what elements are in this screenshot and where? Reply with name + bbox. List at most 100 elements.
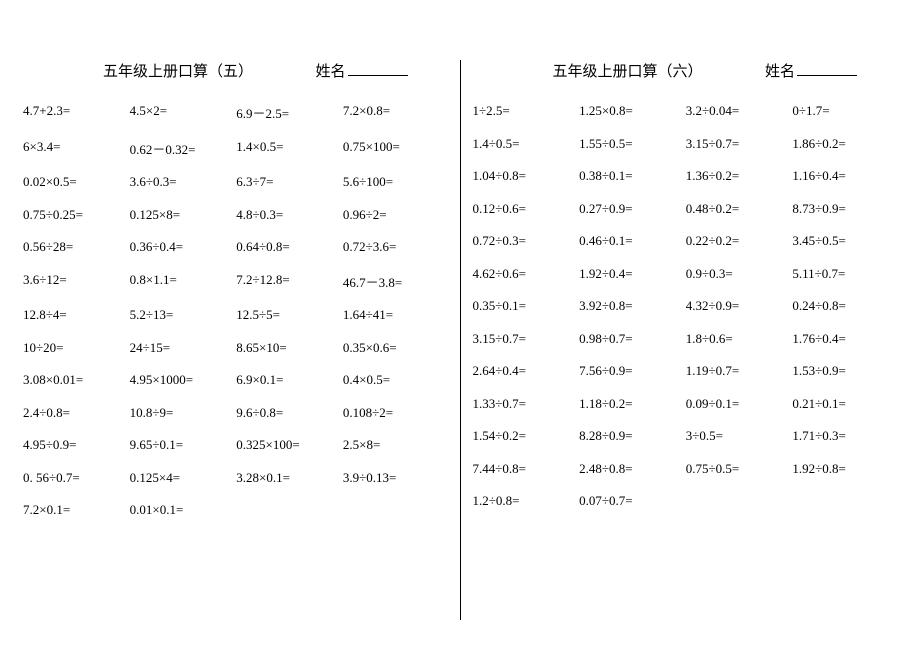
- problem-cell: 8.28÷0.9=: [579, 428, 684, 444]
- problem-cell: 6.9－2.5=: [236, 103, 341, 122]
- problem-cell: 1.64÷41=: [343, 307, 448, 323]
- problem-cell: 7.56÷0.9=: [579, 363, 684, 379]
- problem-cell: 0.62－0.32=: [130, 139, 235, 158]
- problem-cell: 0.72÷3.6=: [343, 239, 448, 255]
- problem-cell: 3÷0.5=: [686, 428, 791, 444]
- problem-cell: 5.6÷100=: [343, 174, 448, 190]
- problem-cell: 1.92÷0.8=: [792, 461, 897, 477]
- problem-cell: 0.24÷0.8=: [792, 298, 897, 314]
- problem-cell: 0.35÷0.1=: [473, 298, 578, 314]
- problem-cell: 0.46÷0.1=: [579, 233, 684, 249]
- problem-cell: 0.01×0.1=: [130, 502, 235, 518]
- problem-cell: 1.18÷0.2=: [579, 396, 684, 412]
- problem-cell: 1.86÷0.2=: [792, 136, 897, 152]
- problem-cell: 3.28×0.1=: [236, 470, 341, 486]
- problem-cell: [792, 493, 897, 509]
- problem-cell: 0.4×0.5=: [343, 372, 448, 388]
- problem-cell: 1.04÷0.8=: [473, 168, 578, 184]
- problem-cell: 12.8÷4=: [23, 307, 128, 323]
- problem-cell: 0.72÷0.3=: [473, 233, 578, 249]
- problem-cell: 0.27÷0.9=: [579, 201, 684, 217]
- problem-cell: 1.92÷0.4=: [579, 266, 684, 282]
- problem-cell: 1.54÷0.2=: [473, 428, 578, 444]
- problem-cell: 4.32÷0.9=: [686, 298, 791, 314]
- problem-cell: 7.2×0.1=: [23, 502, 128, 518]
- problem-cell: 1.53÷0.9=: [792, 363, 897, 379]
- left-name-label: 姓名: [315, 60, 345, 81]
- left-half: 五年级上册口算（五） 姓名 4.7+2.3=4.5×2=6.9－2.5=7.2×…: [15, 60, 456, 641]
- problem-cell: 0.36÷0.4=: [130, 239, 235, 255]
- problem-cell: 3.6÷12=: [23, 272, 128, 291]
- problem-cell: 2.48÷0.8=: [579, 461, 684, 477]
- problem-cell: 0.125×8=: [130, 207, 235, 223]
- problem-cell: 1.71÷0.3=: [792, 428, 897, 444]
- problem-cell: 0.48÷0.2=: [686, 201, 791, 217]
- problem-cell: 2.64÷0.4=: [473, 363, 578, 379]
- problem-cell: 1.33÷0.7=: [473, 396, 578, 412]
- problem-cell: 0.35×0.6=: [343, 340, 448, 356]
- problem-cell: 3.15÷0.7=: [686, 136, 791, 152]
- problem-cell: 2.4÷0.8=: [23, 405, 128, 421]
- problem-cell: 6.9×0.1=: [236, 372, 341, 388]
- problem-cell: 7.2÷12.8=: [236, 272, 341, 291]
- problem-cell: 0.22÷0.2=: [686, 233, 791, 249]
- problem-cell: 1.16÷0.4=: [792, 168, 897, 184]
- problem-cell: 4.7+2.3=: [23, 103, 128, 122]
- problem-cell: 0. 56÷0.7=: [23, 470, 128, 486]
- problem-cell: 8.65×10=: [236, 340, 341, 356]
- center-divider: [460, 60, 461, 620]
- left-name-underline: [348, 61, 408, 76]
- problem-cell: 6.3÷7=: [236, 174, 341, 190]
- problem-cell: [343, 502, 448, 518]
- problem-cell: 1.36÷0.2=: [686, 168, 791, 184]
- problem-cell: 0.12÷0.6=: [473, 201, 578, 217]
- right-name-underline: [797, 61, 857, 76]
- problem-cell: 3.2÷0.04=: [686, 103, 791, 119]
- problem-cell: 3.15÷0.7=: [473, 331, 578, 347]
- problem-cell: 4.8÷0.3=: [236, 207, 341, 223]
- problem-cell: 9.65÷0.1=: [130, 437, 235, 453]
- problem-cell: 2.5×8=: [343, 437, 448, 453]
- problem-cell: 0.21÷0.1=: [792, 396, 897, 412]
- problem-cell: 5.2÷13=: [130, 307, 235, 323]
- problem-cell: [686, 493, 791, 509]
- problem-cell: 6×3.4=: [23, 139, 128, 158]
- problem-cell: 12.5÷5=: [236, 307, 341, 323]
- problem-cell: 1÷2.5=: [473, 103, 578, 119]
- left-grid: 4.7+2.3=4.5×2=6.9－2.5=7.2×0.8=6×3.4=0.62…: [23, 103, 448, 518]
- problem-cell: 0.108÷2=: [343, 405, 448, 421]
- left-title: 五年级上册口算（五）: [103, 60, 253, 81]
- problem-cell: 7.44÷0.8=: [473, 461, 578, 477]
- right-name-label: 姓名: [765, 60, 795, 81]
- problem-cell: 0.02×0.5=: [23, 174, 128, 190]
- left-header: 五年级上册口算（五） 姓名: [23, 60, 448, 81]
- problem-cell: 0.09÷0.1=: [686, 396, 791, 412]
- problem-cell: 4.95×1000=: [130, 372, 235, 388]
- problem-cell: 3.08×0.01=: [23, 372, 128, 388]
- problem-cell: 3.45÷0.5=: [792, 233, 897, 249]
- problem-cell: 0.96÷2=: [343, 207, 448, 223]
- problem-cell: 24÷15=: [130, 340, 235, 356]
- problem-cell: 0.75÷0.25=: [23, 207, 128, 223]
- problem-cell: 0.56÷28=: [23, 239, 128, 255]
- right-half: 五年级上册口算（六） 姓名 1÷2.5=1.25×0.8=3.2÷0.04=0÷…: [465, 60, 906, 641]
- problem-cell: 1.4÷0.5=: [473, 136, 578, 152]
- problem-cell: 9.6÷0.8=: [236, 405, 341, 421]
- problem-cell: 8.73÷0.9=: [792, 201, 897, 217]
- problem-cell: 0.8×1.1=: [130, 272, 235, 291]
- left-name-field: 姓名: [315, 60, 407, 81]
- problem-cell: 0.38÷0.1=: [579, 168, 684, 184]
- problem-cell: 7.2×0.8=: [343, 103, 448, 122]
- problem-cell: 3.6÷0.3=: [130, 174, 235, 190]
- problem-cell: [236, 502, 341, 518]
- right-name-field: 姓名: [765, 60, 857, 81]
- problem-cell: 0.64÷0.8=: [236, 239, 341, 255]
- problem-cell: 0.07÷0.7=: [579, 493, 684, 509]
- problem-cell: 1.76÷0.4=: [792, 331, 897, 347]
- problem-cell: 1.55÷0.5=: [579, 136, 684, 152]
- right-header: 五年级上册口算（六） 姓名: [473, 60, 898, 81]
- problem-cell: 1.4×0.5=: [236, 139, 341, 158]
- problem-cell: 0.9÷0.3=: [686, 266, 791, 282]
- right-title: 五年级上册口算（六）: [553, 60, 703, 81]
- problem-cell: 0÷1.7=: [792, 103, 897, 119]
